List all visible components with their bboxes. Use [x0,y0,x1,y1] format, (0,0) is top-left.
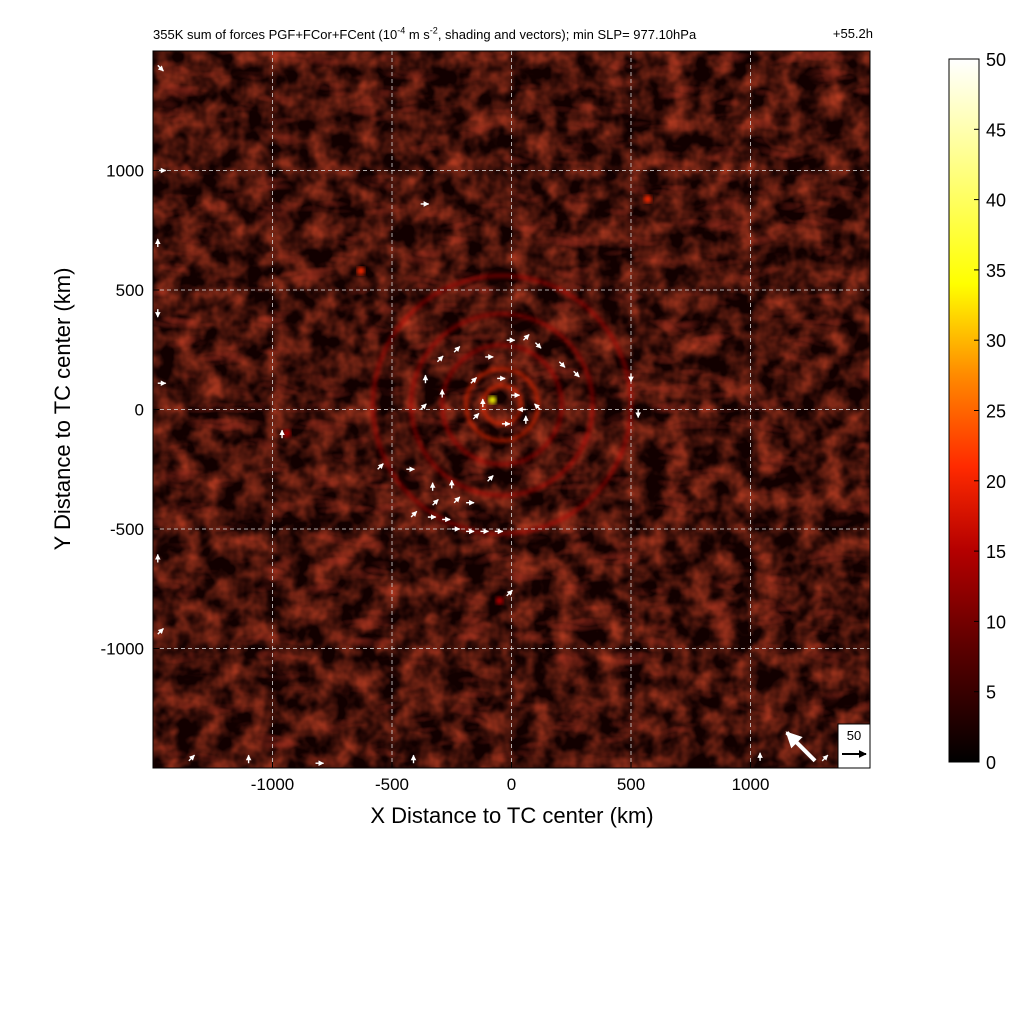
x-tick-label-4: 1000 [732,775,770,794]
y-axis-label: Y Distance to TC center (km) [50,268,75,551]
force-vector-7 [573,370,580,378]
force-vector-26 [432,498,439,506]
hotspot-3 [495,596,504,605]
force-vector-9 [470,377,478,384]
colorbar-tick-label-4: 20 [986,472,1006,492]
force-vector-15 [472,412,480,420]
force-vector-6 [558,361,566,368]
force-vector-52 [821,754,829,762]
y-tick-label-2: 0 [135,401,144,420]
colorbar-tick-label-6: 30 [986,331,1006,351]
title-main: 355K sum of forces PGF+FCor+FCent (10-4 … [153,26,697,43]
force-vector-36 [487,475,494,482]
y-axis: -1000 -500 0 500 1000 [101,162,159,659]
colorbar: 0 5 10 15 20 25 30 35 40 45 50 [948,50,1006,773]
hotspot-1 [643,195,652,204]
spiral-band-2 [440,343,564,466]
force-vector-40 [157,64,164,72]
x-tick-label-0: -1000 [251,775,294,794]
force-vector-47 [188,754,196,762]
x-tick-label-2: 0 [507,775,516,794]
x-tick-label-3: 500 [617,775,645,794]
y-tick-label-1: -500 [110,520,144,539]
colorbar-tick-label-0: 0 [986,753,996,773]
hotspot-2 [356,266,365,275]
colorbar-ticks: 0 5 10 15 20 25 30 35 40 45 50 [974,50,1006,773]
force-vector-4 [522,334,530,341]
x-axis-label: X Distance to TC center (km) [370,803,653,828]
y-tick-label-0: -1000 [101,640,144,659]
reference-vector: 50 [837,723,871,769]
hotspot-4 [282,429,291,438]
colorbar-tick-label-7: 35 [986,261,1006,281]
colorbar-tick-label-9: 45 [986,120,1006,140]
y-tick-label-3: 500 [116,281,144,300]
y-tick-label-4: 1000 [106,162,144,181]
colorbar-tick-label-8: 40 [986,191,1006,211]
force-vector-1 [453,345,461,353]
force-vector-27 [453,496,461,504]
force-vector-13 [534,403,541,410]
force-vector-46 [157,628,164,635]
x-axis: -1000 -500 0 500 1000 [251,762,770,794]
force-vector-22 [377,463,384,470]
force-vector-0 [436,355,444,363]
force-vector-20 [420,403,427,410]
colorbar-tick-label-3: 15 [986,542,1006,562]
reference-vector-label: 50 [847,728,861,743]
plot-area [153,51,870,768]
x-tick-label-1: -500 [375,775,409,794]
grid-lines [153,51,870,768]
force-vector-37 [506,589,513,597]
reference-vector-box [837,723,871,769]
colorbar-tick-label-5: 25 [986,402,1006,422]
colorbar-tick-label-1: 5 [986,683,996,703]
force-vector-5 [534,342,542,349]
chart-title: 355K sum of forces PGF+FCor+FCent (10-4 … [153,26,873,46]
hotspot-0 [488,395,497,404]
colorbar-tick-label-10: 50 [986,50,1006,70]
colorbar-tick-label-2: 10 [986,612,1006,632]
force-vector-29 [410,510,418,518]
spiral-band-1 [409,312,595,498]
force-vectors [154,64,829,767]
title-forecast-hour: +55.2h [832,26,873,41]
force-vector-large [785,731,817,763]
